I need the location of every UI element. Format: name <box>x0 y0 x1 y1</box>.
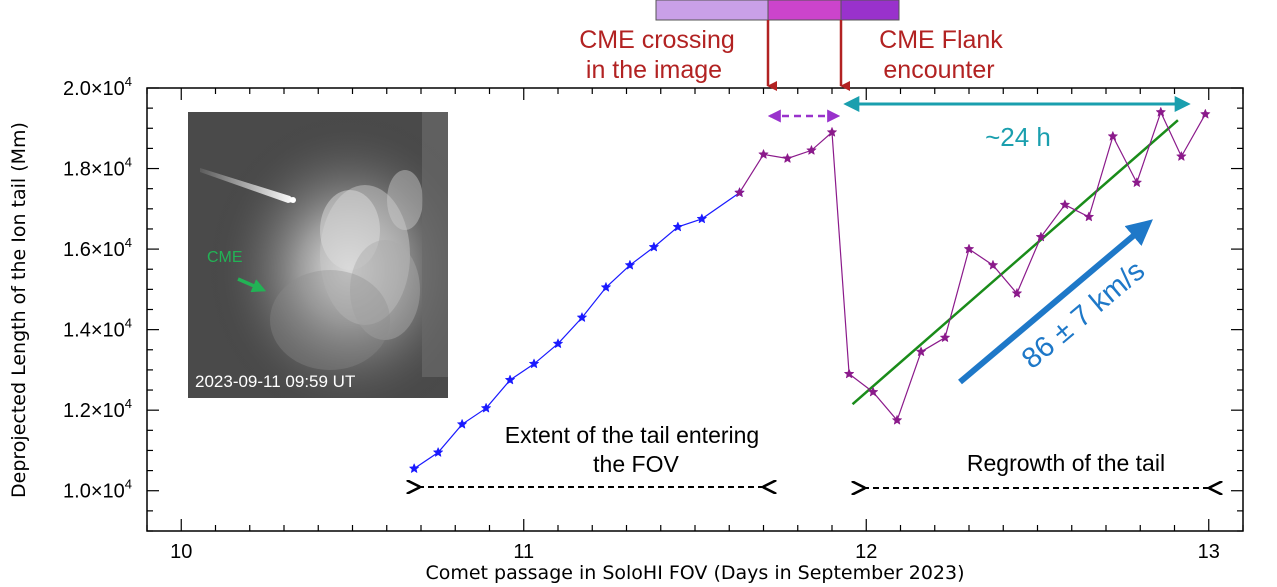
data-point <box>504 374 516 385</box>
data-point <box>867 386 879 397</box>
data-point <box>1175 150 1187 162</box>
timeline-bar-segment-mid <box>767 0 842 21</box>
data-point <box>552 338 564 349</box>
inset-cme-arrow <box>237 277 267 293</box>
inset-image: CME 2023-09-11 09:59 UT <box>188 112 448 398</box>
timeline-bar-segment-dark <box>840 0 900 21</box>
y-tick-label: 1.2×104 <box>63 396 132 422</box>
speed-arrow <box>958 219 1153 385</box>
x-tick-label: 13 <box>1198 541 1220 563</box>
data-point <box>891 414 903 425</box>
data-point <box>806 144 817 155</box>
x-tick-label: 12 <box>855 541 877 563</box>
regrowth-label: Regrowth of the tail <box>967 450 1165 476</box>
data-point <box>1107 130 1119 141</box>
data-point <box>1083 211 1095 222</box>
data-point <box>1131 176 1143 188</box>
data-point <box>826 126 838 137</box>
data-point <box>624 259 636 270</box>
data-point <box>408 462 420 474</box>
cme-flank-label-line1: CME Flank <box>879 26 1003 54</box>
cme-flank-label-line2: encounter <box>883 56 994 84</box>
extent-label-line2: the FOV <box>593 451 679 477</box>
cme-crossing-label-line1: CME crossing <box>579 26 735 54</box>
data-point <box>648 241 660 252</box>
data-point <box>987 259 999 270</box>
x-axis-title: Comet passage in SoloHI FOV (Days in Sep… <box>425 562 964 584</box>
data-point <box>1011 287 1023 298</box>
data-point <box>576 311 588 323</box>
axis-ticks <box>146 87 1244 532</box>
data-point <box>1199 108 1211 119</box>
x-tick-label: 10 <box>170 541 192 563</box>
y-tick-label: 1.0×104 <box>63 477 132 503</box>
axis-tick-labels: 10 11 12 13 1.0×104 1.2×104 1.4×104 1.6×104 1.8×… <box>63 74 1220 563</box>
x-tick-label: 11 <box>513 541 534 563</box>
data-point <box>843 368 855 379</box>
data-point <box>432 446 444 458</box>
y-axis-title: Deprojected Length of the Ion tail (Mm) <box>8 122 30 498</box>
inset-timestamp: 2023-09-11 09:59 UT <box>195 372 355 391</box>
data-point <box>1035 231 1047 242</box>
data-point <box>915 346 927 357</box>
data-point <box>1059 199 1071 210</box>
comet-tail <box>200 168 296 203</box>
series-layer <box>408 106 1211 474</box>
extent-label-line1: Extent of the tail entering <box>505 422 759 448</box>
y-tick-label: 2.0×104 <box>63 74 132 100</box>
data-point <box>963 243 975 254</box>
y-tick-label: 1.8×104 <box>63 155 132 181</box>
series-line-0 <box>413 192 740 470</box>
duration-label: ~24 h <box>985 122 1051 152</box>
data-point <box>782 152 793 164</box>
data-point <box>939 332 951 343</box>
data-point <box>734 187 745 198</box>
data-point <box>696 213 708 224</box>
data-point <box>672 221 684 232</box>
data-point <box>480 402 492 413</box>
data-point <box>758 148 769 160</box>
cme-crossing-label-line2: in the image <box>586 56 722 84</box>
data-point <box>600 281 612 292</box>
timeline-bar <box>655 0 900 21</box>
y-tick-label: 1.4×104 <box>63 316 132 342</box>
y-tick-label: 1.6×104 <box>63 235 132 261</box>
data-point <box>1155 106 1167 117</box>
linear-fit-line <box>851 119 1179 406</box>
data-point <box>456 418 468 429</box>
data-point <box>528 358 540 369</box>
inset-cme-label: CME <box>207 249 243 266</box>
timeline-bar-segment-light <box>655 0 769 21</box>
